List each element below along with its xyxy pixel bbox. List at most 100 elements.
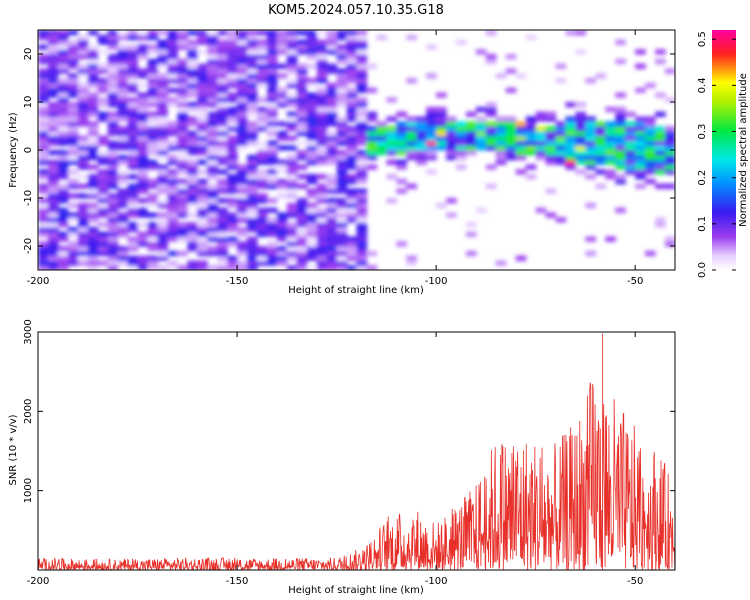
heatmap-cell: [306, 111, 318, 117]
heatmap-cell: [167, 231, 178, 237]
heatmap-cell: [67, 63, 79, 69]
heatmap-cell: [495, 135, 507, 141]
heatmap-cell: [137, 111, 149, 117]
heatmap-cell: [257, 106, 268, 113]
heatmap-cell: [326, 255, 338, 261]
heatmap-cell: [426, 140, 437, 146]
heatmap-cell: [147, 92, 159, 98]
heatmap-cell: [635, 63, 646, 69]
heatmap-cell: [177, 169, 188, 175]
heatmap-cell: [187, 140, 198, 146]
heatmap-cell: [336, 246, 348, 252]
heatmap-cell: [38, 30, 49, 36]
heatmap-cell: [356, 202, 368, 209]
heatmap-cell: [306, 193, 318, 199]
heatmap-cell: [585, 130, 596, 137]
heatmap-cell: [286, 250, 298, 257]
heatmap-cell: [296, 255, 308, 261]
heatmap-cell: [217, 150, 228, 156]
heatmap-cell: [605, 154, 616, 161]
heatmap-cell: [67, 126, 79, 132]
heatmap-cell: [535, 116, 547, 122]
heatmap-cell: [177, 226, 188, 233]
heatmap-cell: [286, 246, 298, 252]
heatmap-cell: [296, 202, 308, 209]
heatmap-cell: [97, 82, 109, 89]
heatmap-cell: [535, 135, 547, 141]
heatmap-cell: [217, 126, 228, 132]
heatmap-cell: [237, 246, 248, 252]
heatmap-cell: [107, 121, 119, 127]
heatmap-cell: [77, 183, 89, 189]
heatmap-cell: [137, 241, 149, 247]
heatmap-cell: [187, 49, 198, 55]
heatmap-cell: [336, 202, 348, 209]
heatmap-cell: [57, 30, 69, 36]
heatmap-cell: [67, 130, 79, 137]
heatmap-cell: [346, 30, 358, 36]
heatmap-x-ticks: -200 -150 -100 -50: [27, 30, 643, 287]
heatmap-cell: [137, 260, 149, 266]
heatmap-cell: [575, 111, 587, 117]
heatmap-cell: [276, 193, 288, 199]
heatmap-cell: [316, 154, 328, 161]
heatmap-cell: [187, 265, 198, 270]
heatmap-cell: [336, 34, 348, 41]
heatmap-cell: [127, 82, 139, 89]
heatmap-cell: [48, 44, 59, 50]
heatmap-cell: [97, 39, 109, 45]
heatmap-cell: [356, 193, 368, 199]
heatmap-cell: [157, 217, 168, 223]
heatmap-cell: [67, 212, 79, 218]
heatmap-cell: [346, 130, 358, 137]
heatmap-cell: [147, 246, 159, 252]
heatmap-cell: [456, 150, 467, 156]
heatmap-cell: [137, 30, 149, 36]
heatmap-cell: [57, 78, 69, 84]
heatmap-cell: [207, 246, 218, 252]
heatmap-cell: [227, 178, 238, 185]
heatmap-cell: [217, 250, 228, 257]
heatmap-cell: [87, 82, 99, 89]
heatmap-cell: [167, 236, 178, 242]
heatmap-cell: [336, 207, 348, 213]
heatmap-cell: [48, 106, 59, 113]
heatmap-cell: [635, 126, 646, 132]
heatmap-cell: [565, 164, 577, 170]
heatmap-cell: [356, 178, 368, 185]
heatmap-cell: [346, 250, 358, 257]
heatmap-cell: [356, 68, 368, 74]
heatmap-cell: [336, 212, 348, 218]
heatmap-cell: [67, 102, 79, 108]
heatmap-cell: [217, 198, 228, 204]
heatmap-cell: [167, 126, 178, 132]
heatmap-cell: [77, 68, 89, 74]
heatmap-cell: [595, 169, 606, 175]
heatmap-cell: [276, 73, 288, 79]
heatmap-cell: [207, 130, 218, 137]
heatmap-cell: [247, 222, 258, 228]
heatmap-cell: [257, 30, 268, 36]
heatmap-cell: [276, 44, 288, 50]
heatmap-cell: [257, 260, 268, 266]
heatmap-cell: [48, 116, 59, 122]
heatmap-cell: [545, 159, 557, 165]
heatmap-cell: [575, 169, 587, 175]
heatmap-cell: [157, 178, 168, 185]
heatmap-cell: [276, 87, 288, 93]
heatmap-cell: [157, 97, 168, 103]
heatmap-cell: [665, 68, 675, 74]
heatmap-cell: [665, 183, 675, 189]
heatmap-cell: [57, 250, 69, 257]
snr-x-axis-label: Height of straight line (km): [288, 585, 424, 596]
heatmap-cell: [207, 82, 218, 89]
heatmap-cell: [187, 159, 198, 165]
heatmap-cell: [57, 260, 69, 266]
heatmap-cell: [227, 183, 238, 189]
heatmap-cell: [87, 202, 99, 209]
heatmap-cell: [296, 236, 308, 242]
heatmap-cell: [426, 169, 437, 175]
heatmap-cell: [237, 30, 248, 36]
heatmap-cell: [346, 116, 358, 122]
heatmap-cell: [147, 44, 159, 50]
